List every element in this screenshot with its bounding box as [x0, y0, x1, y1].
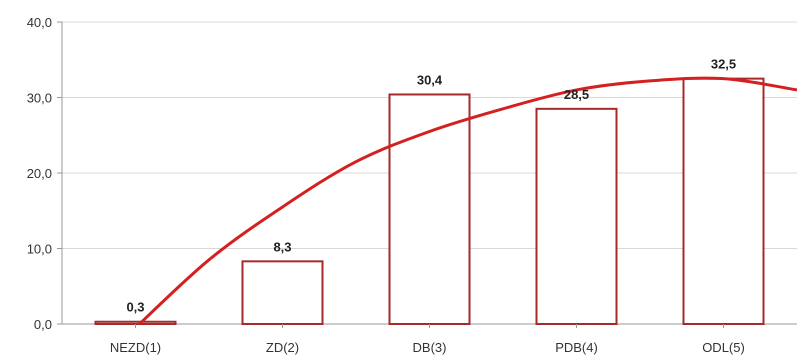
x-axis: NEZD(1) ZD(2) DB(3) PDB(4) ODL(5) [110, 324, 745, 355]
x-tick-label: PDB(4) [555, 340, 598, 355]
bar-db-3 [388, 93, 471, 326]
x-tick-label: DB(3) [413, 340, 447, 355]
trend-line [137, 76, 797, 324]
bars [94, 77, 765, 326]
x-tick-label: ODL(5) [702, 340, 745, 355]
bar-nezd-1 [94, 320, 177, 325]
data-label: 32,5 [711, 57, 736, 72]
data-label: 0,3 [126, 300, 144, 315]
data-label: 30,4 [417, 72, 443, 87]
trend-line-group [137, 76, 797, 324]
y-tick-label: 30,0 [27, 91, 52, 106]
y-tick-label: 10,0 [27, 242, 52, 257]
y-tick-label: 40,0 [27, 15, 52, 30]
y-axis: 0,0 10,0 20,0 30,0 40,0 [27, 15, 63, 332]
data-label: 28,5 [564, 87, 589, 102]
x-tick-label: ZD(2) [266, 340, 299, 355]
bar-pdb-4 [535, 107, 618, 325]
bar-odl-5 [682, 77, 765, 325]
y-tick-label: 20,0 [27, 166, 52, 181]
bar-zd-2 [241, 260, 324, 325]
y-tick-label: 0,0 [34, 317, 52, 332]
x-tick-label: NEZD(1) [110, 340, 161, 355]
data-labels: 0,3 8,3 30,4 28,5 32,5 [126, 57, 736, 315]
data-label: 8,3 [273, 239, 291, 254]
